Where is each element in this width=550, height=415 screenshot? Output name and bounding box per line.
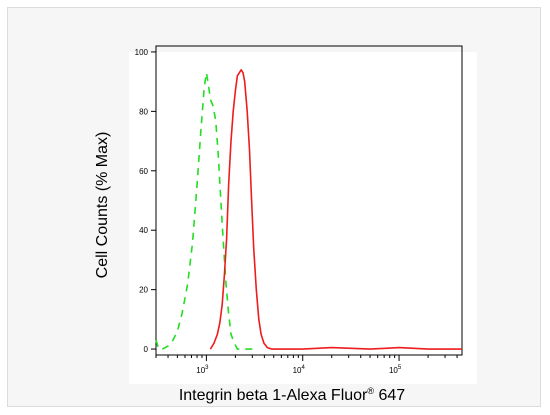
y-tick-label: 100 [135, 48, 149, 57]
y-axis-title: Cell Counts (% Max) [94, 132, 111, 279]
y-tick-label: 40 [139, 226, 148, 235]
x-axis-title: Integrin beta 1-Alexa Fluor® 647 [179, 386, 405, 404]
x-tick-label: 104 [293, 365, 306, 375]
chart-panel [129, 52, 477, 384]
y-tick-label: 20 [139, 286, 148, 295]
figure-frame [7, 7, 541, 407]
plot-border [155, 45, 463, 356]
x-axis-title-main: Integrin beta 1-Alexa Fluor [179, 387, 368, 404]
series-line-0 [155, 71, 255, 350]
series-layer [155, 69, 462, 350]
x-axis: 103 104 105 [155, 355, 458, 375]
x-axis-title-sup: ® [367, 386, 374, 396]
y-tick-label: 60 [139, 167, 148, 176]
plot-frame [155, 45, 463, 356]
x-tick-label: 105 [389, 365, 402, 375]
y-tick-label: 0 [144, 345, 149, 354]
series-line-1 [209, 69, 462, 350]
x-tick-label: 103 [196, 365, 209, 375]
y-axis: 0 20 40 60 80 100 [135, 48, 156, 354]
y-tick-label: 80 [139, 107, 148, 116]
x-axis-title-tail: 647 [374, 387, 405, 404]
